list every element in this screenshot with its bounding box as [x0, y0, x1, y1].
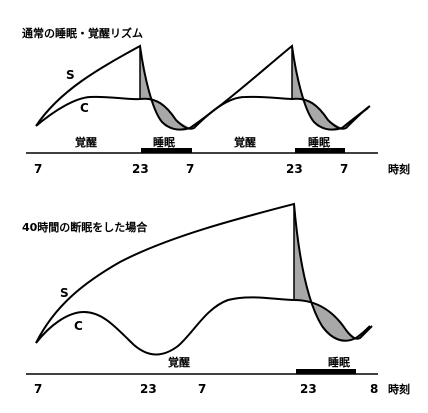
- tick-label: 7: [340, 162, 348, 176]
- panel-normal-rhythm: 通常の睡眠・覚醒リズム S C 覚醒 睡眠 覚醒 睡眠 7 23 7 23 7 …: [22, 26, 410, 176]
- c-label-1: C: [80, 101, 89, 115]
- state-label: 覚醒: [233, 135, 256, 149]
- tick-label: 7: [198, 382, 206, 396]
- c-curve-normal: [35, 95, 371, 130]
- tick-label: 7: [34, 382, 42, 396]
- tick-label: 23: [286, 162, 303, 176]
- panel1-title: 通常の睡眠・覚醒リズム: [22, 26, 143, 40]
- tick-label: 23: [132, 162, 149, 176]
- sleep-period-bar: [141, 148, 192, 153]
- state-label: 覚醒: [167, 355, 190, 369]
- sleep-period-bar: [296, 369, 356, 374]
- time-unit-label: 時刻: [388, 382, 410, 396]
- state-label: 睡眠: [153, 135, 175, 149]
- sleep-pressure-shade-1: [140, 46, 190, 130]
- sleep-pressure-shade-2: [292, 46, 342, 130]
- time-unit-label: 時刻: [388, 162, 410, 176]
- tick-label: 7: [186, 162, 194, 176]
- tick-label: 7: [34, 162, 42, 176]
- s-label-1: S: [66, 68, 75, 82]
- tick-label: 8: [370, 382, 378, 396]
- tick-label: 23: [140, 382, 157, 396]
- state-label: 睡眠: [328, 355, 350, 369]
- c-curve-deprivation: [35, 296, 373, 356]
- state-label: 睡眠: [308, 135, 330, 149]
- s-label-2: S: [60, 286, 69, 300]
- sleep-pressure-shade-3: [294, 204, 356, 341]
- tick-label: 23: [300, 382, 317, 396]
- state-label: 覚醒: [74, 135, 97, 149]
- panel-sleep-deprivation: 40時間の断眠をした場合 S C 覚醒 睡眠 7 23 7 23 8 時刻: [22, 202, 410, 396]
- sleep-period-bar: [295, 148, 345, 153]
- c-label-2: C: [74, 319, 83, 333]
- panel2-title: 40時間の断眠をした場合: [22, 220, 148, 234]
